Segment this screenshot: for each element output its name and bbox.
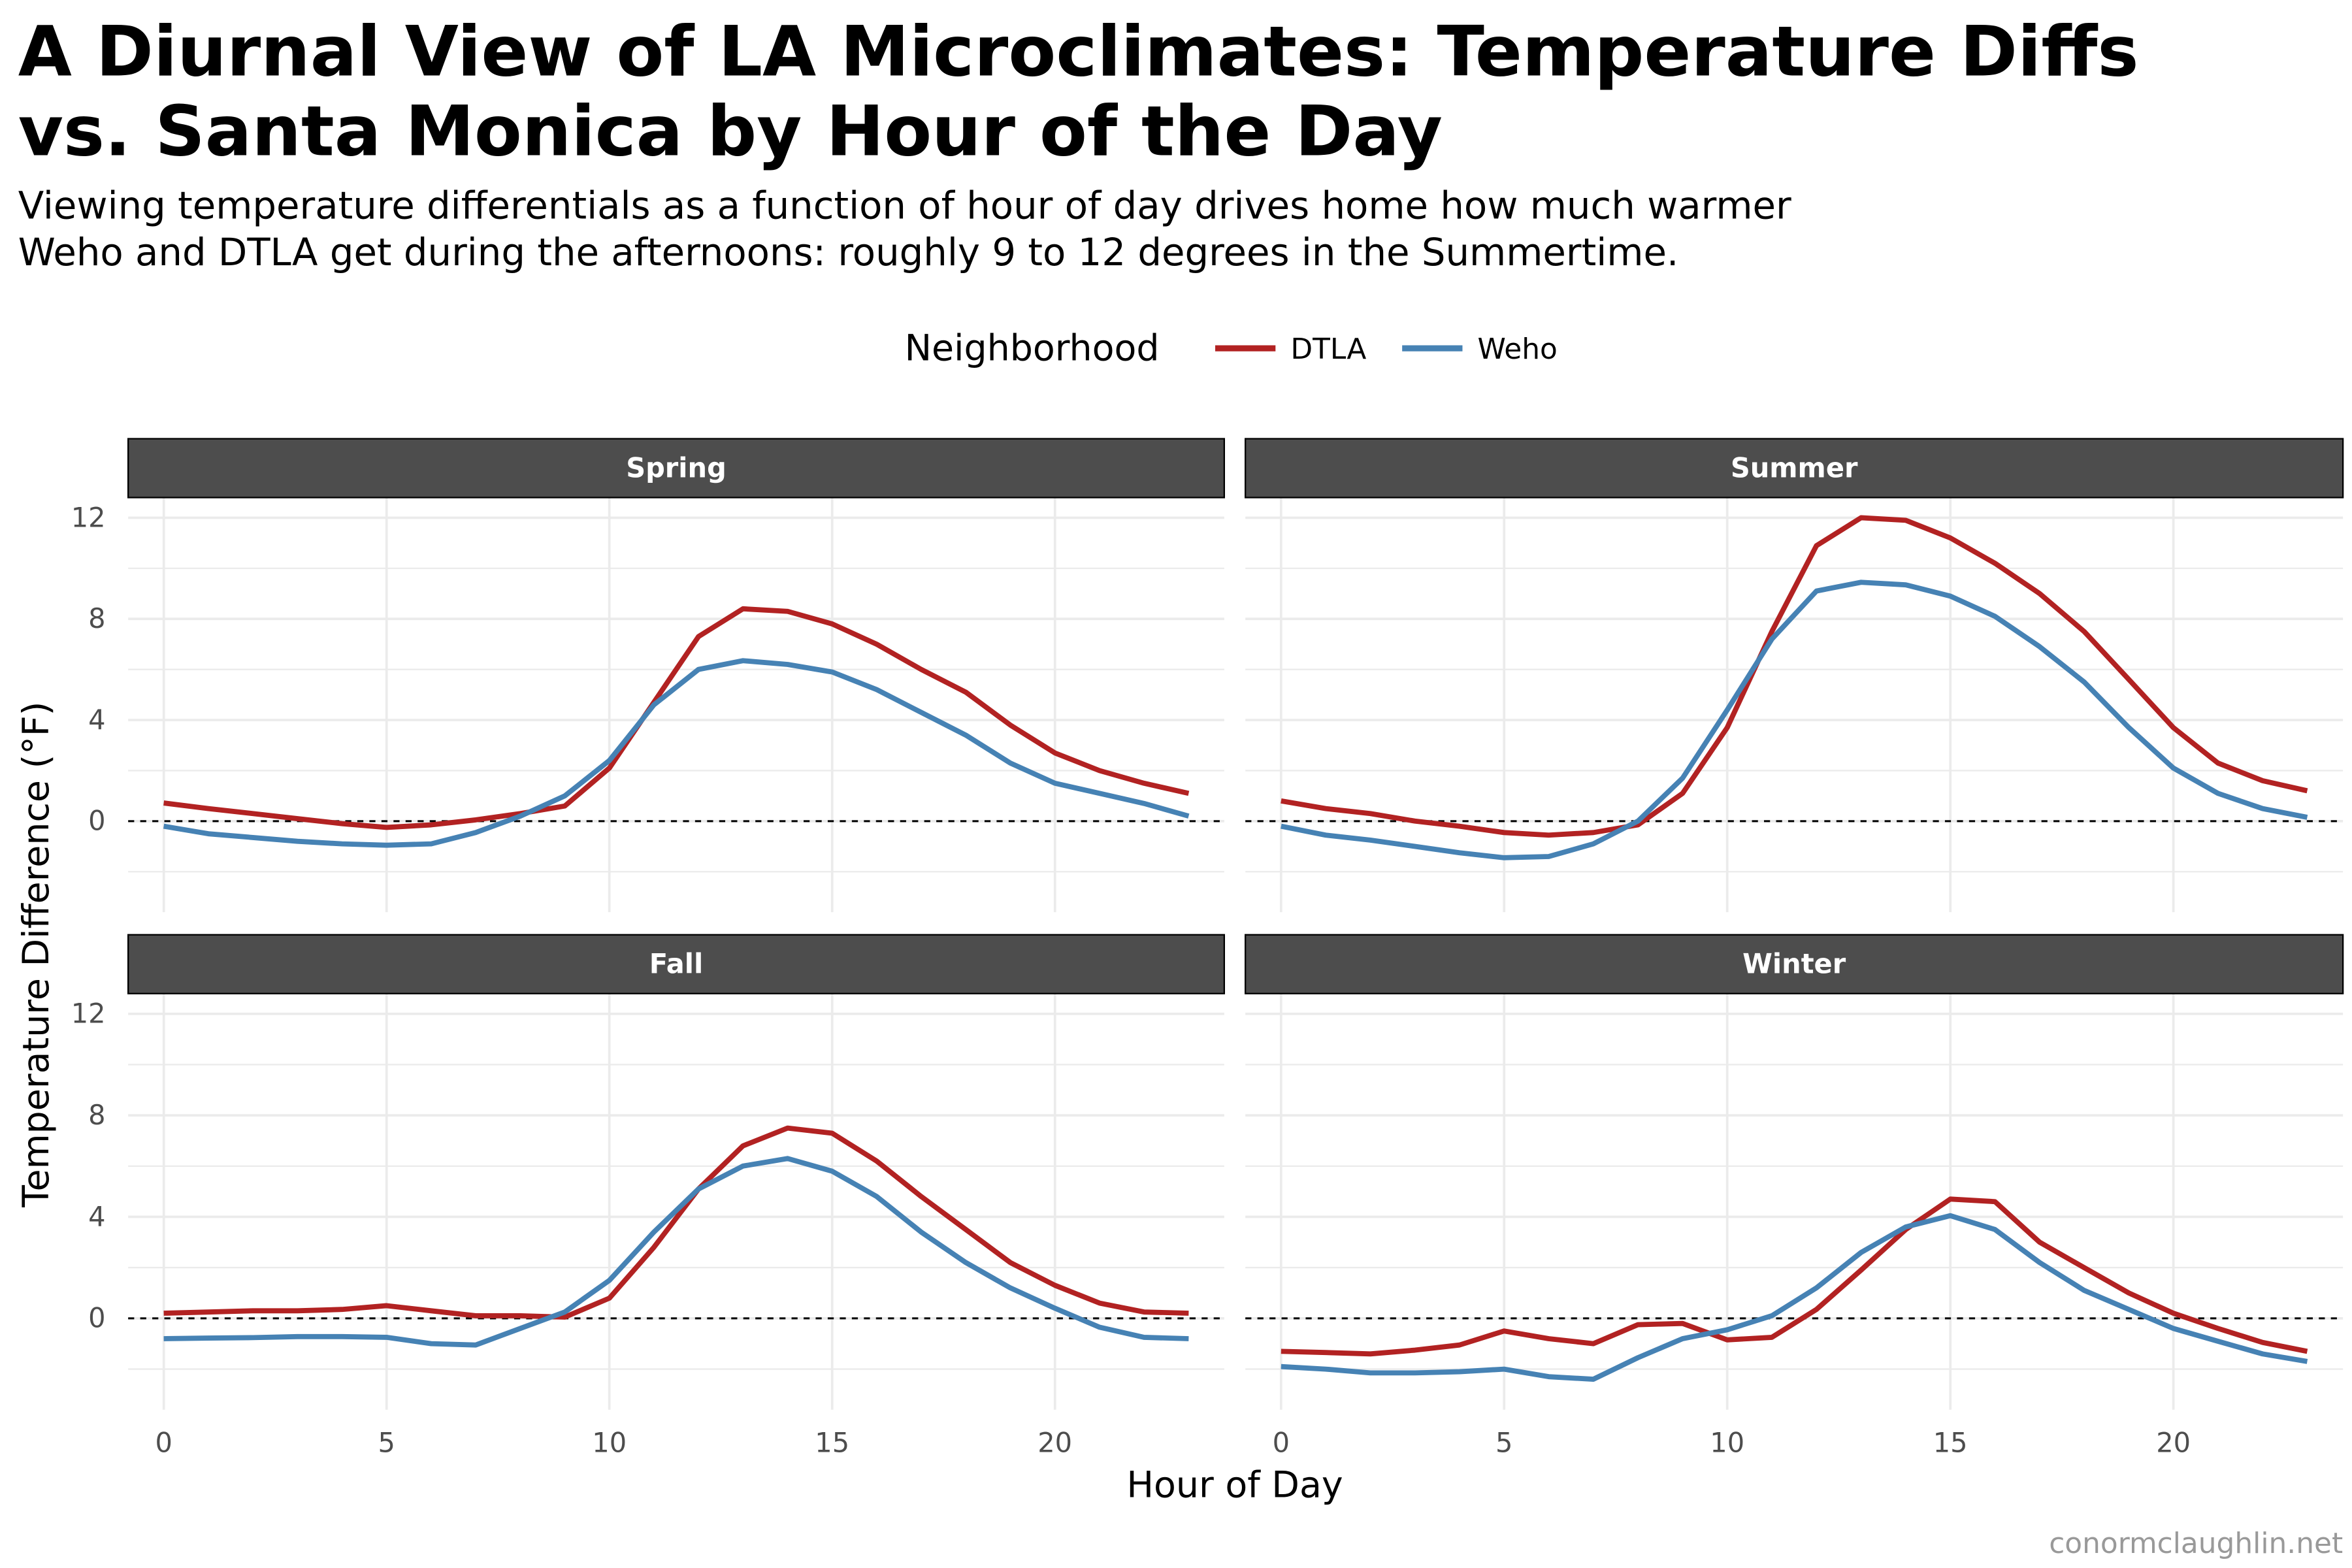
x-tick-label: 10	[592, 1426, 627, 1458]
y-tick-label: 12	[71, 998, 106, 1030]
series-line-weho	[163, 1156, 1189, 1348]
x-tick-label: 10	[1710, 1426, 1744, 1458]
panel-winter: Winter 0 5 10 15 20	[1244, 934, 2344, 1458]
panel-summer: Summer	[1244, 438, 2344, 913]
y-tick-label: 8	[88, 1099, 105, 1131]
x-tick-label: 15	[1933, 1426, 1968, 1458]
x-tick-label: 20	[1037, 1426, 1072, 1458]
x-tick-label: 5	[1495, 1426, 1512, 1458]
chart-title-line-1: A Diurnal View of LA Microclimates: Temp…	[18, 11, 2139, 92]
facet-label: Summer	[1731, 451, 1858, 483]
chart-subtitle-line-1: Viewing temperature differentials as a f…	[18, 184, 1791, 228]
chart-subtitle-line-2: Weho and DTLA get during the afternoons:…	[18, 230, 1679, 274]
caption: conormclaughlin.net	[2049, 1527, 2343, 1560]
series-line-weho	[1281, 1213, 2308, 1382]
y-tick-label: 4	[88, 1200, 105, 1232]
facet-label: Spring	[626, 451, 727, 483]
series-line-dtla	[163, 1125, 1189, 1320]
series-line-dtla	[1281, 515, 2308, 838]
legend: Neighborhood DTLA Weho	[905, 328, 1558, 370]
y-tick-label: 8	[88, 602, 105, 634]
facet-strip	[1244, 438, 2344, 498]
series-line-weho	[163, 658, 1190, 848]
y-tick-label: 12	[71, 501, 106, 533]
x-tick-label: 20	[2156, 1426, 2191, 1458]
series-line-dtla	[1281, 1196, 2308, 1357]
facet-label: Winter	[1742, 948, 1846, 980]
x-tick-label: 0	[155, 1426, 172, 1458]
y-tick-label: 4	[88, 704, 105, 736]
legend-label-dtla: DTLA	[1290, 333, 1366, 366]
panel-fall: Fall 0 4 8 12 0 5 10 15 20	[71, 934, 1225, 1458]
series-line-dtla	[163, 606, 1190, 830]
series-line-weho	[1281, 580, 2308, 860]
legend-label-weho: Weho	[1478, 333, 1558, 366]
x-axis-title: Hour of Day	[1126, 1465, 1343, 1507]
facet-strip	[127, 438, 1225, 498]
x-tick-label: 0	[1273, 1426, 1290, 1458]
y-tick-label: 0	[88, 805, 105, 837]
facet-label: Fall	[649, 948, 703, 980]
x-tick-label: 5	[378, 1426, 395, 1458]
panel-spring: Spring 0 4 8 12	[71, 438, 1225, 913]
facet-strip	[127, 934, 1225, 994]
chart-title-line-2: vs. Santa Monica by Hour of the Day	[18, 91, 1443, 172]
y-tick-label: 0	[88, 1302, 105, 1334]
y-axis-title: Temperature Difference (°F)	[16, 702, 57, 1208]
facet-strip	[1244, 934, 2344, 994]
x-tick-label: 15	[815, 1426, 849, 1458]
legend-title: Neighborhood	[905, 328, 1160, 370]
